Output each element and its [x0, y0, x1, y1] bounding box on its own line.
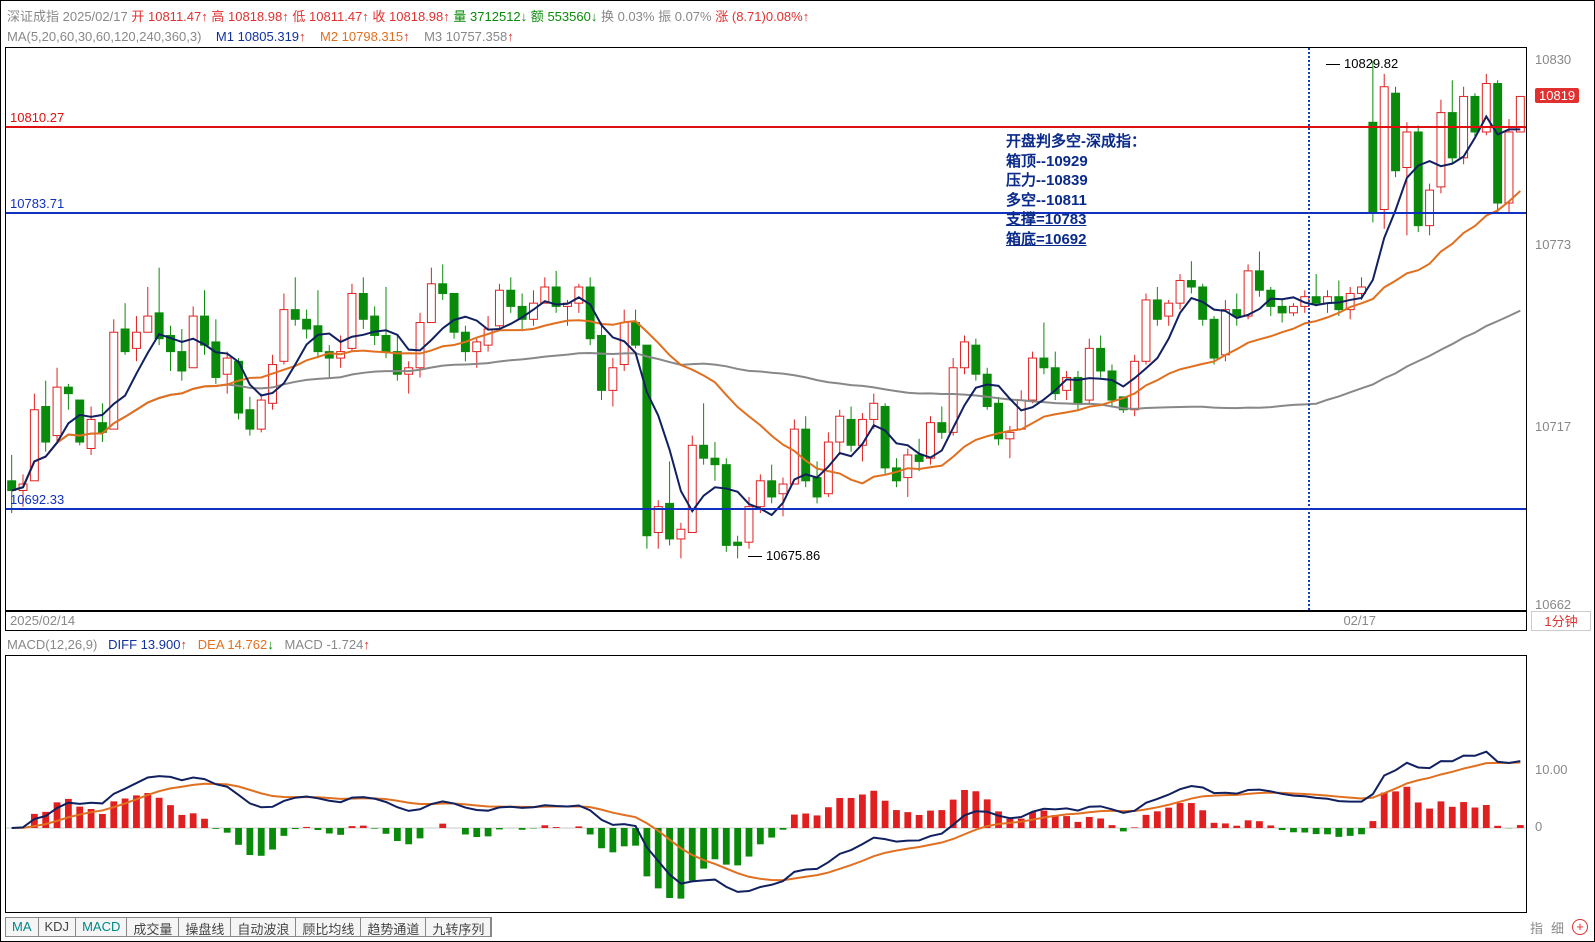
macd-chart-svg	[6, 656, 1526, 912]
m1-value: 10805.319	[238, 29, 306, 44]
price-axis-tick: 10830	[1535, 52, 1571, 67]
low-value: 10811.47	[309, 9, 369, 24]
chart-header: 深证成指 2025/02/17 开 10811.47 高 10818.98 低 …	[7, 7, 1588, 47]
label-zhi[interactable]: 指	[1530, 918, 1543, 937]
header-date: 2025/02/17	[63, 9, 128, 24]
macd-params: MACD(12,26,9)	[7, 637, 97, 652]
change-label: 涨	[715, 9, 728, 24]
diff-value: 13.900	[141, 637, 187, 652]
horizontal-level-label: 10810.27	[10, 110, 64, 125]
turnover-label: 换	[601, 9, 614, 24]
main-price-chart[interactable]: 10810.27 10783.71 10692.33 开盘判多空-深成指：箱顶--1…	[5, 47, 1527, 611]
macd-axis-tick: 10.00	[1535, 762, 1568, 777]
horizontal-level-label: 10692.33	[10, 492, 64, 507]
price-axis-tick: 10773	[1535, 237, 1571, 252]
amount-label: 额	[531, 9, 544, 24]
price-axis-tick: 10819	[1535, 88, 1579, 103]
indicator-tab[interactable]: MACD	[76, 918, 127, 936]
peak-price-label: 10829.82	[1344, 56, 1398, 71]
volume-value: 3712512	[470, 9, 527, 24]
indicator-tab[interactable]: 顾比均线	[296, 918, 361, 936]
low-label: 低	[292, 9, 305, 24]
indicator-tab[interactable]: 操盘线	[179, 918, 231, 936]
open-label: 开	[131, 9, 144, 24]
indicator-tab[interactable]: 自动波浪	[231, 918, 296, 936]
m1-label: M1	[216, 29, 234, 44]
macd-indicator-chart[interactable]	[5, 655, 1527, 913]
label-xi[interactable]: 细	[1551, 918, 1564, 937]
dea-label: DEA	[198, 637, 224, 652]
amount-value: 553560	[547, 9, 597, 24]
macd-header: MACD(12,26,9) DIFF 13.900 DEA 14.762 MAC…	[7, 637, 370, 652]
analysis-annotation-box: 开盘判多空-深成指：箱顶--10929压力--10839多空--10811支撑=…	[1006, 132, 1146, 249]
amplitude-label: 振	[658, 9, 671, 24]
m2-label: M2	[320, 29, 338, 44]
indicator-tab[interactable]: KDJ	[39, 918, 77, 936]
indicator-tab[interactable]: 九转序列	[426, 918, 491, 936]
price-chart-svg	[6, 48, 1526, 610]
price-y-axis: 10830 10819 10773 10717 10662	[1531, 47, 1591, 611]
horizontal-level-line	[6, 508, 1526, 510]
indicator-tab[interactable]: 成交量	[127, 918, 179, 936]
header-row-2: MA(5,20,60,30,60,120,240,360,3) M1 10805…	[7, 27, 1588, 47]
date-axis-bar: 2025/02/14 02/17	[5, 611, 1527, 631]
macd-axis-tick: 0	[1535, 819, 1542, 834]
close-label: 收	[372, 9, 385, 24]
header-row-1: 深证成指 2025/02/17 开 10811.47 高 10818.98 低 …	[7, 7, 1588, 27]
session-divider-line	[1308, 48, 1310, 610]
price-axis-tick: 10717	[1535, 419, 1571, 434]
m3-label: M3	[424, 29, 442, 44]
diff-label: DIFF	[108, 637, 137, 652]
macd-value: -1.724	[326, 637, 369, 652]
macd-y-axis: 10.00 0	[1531, 655, 1591, 913]
add-indicator-button[interactable]: +	[1572, 919, 1588, 935]
price-axis-tick: 10662	[1535, 597, 1571, 612]
trough-price-label: 10675.86	[766, 548, 820, 563]
timeframe-selector[interactable]: 1分钟	[1531, 611, 1591, 631]
date-axis-right: 02/17	[1343, 612, 1376, 630]
horizontal-level-label: 10783.71	[10, 196, 64, 211]
dea-value: 14.762	[227, 637, 273, 652]
indicator-tabs: MAKDJMACD成交量操盘线自动波浪顾比均线趋势通道九转序列	[5, 917, 492, 937]
macd-label: MACD	[285, 637, 323, 652]
horizontal-level-line	[6, 212, 1526, 214]
ma-params: MA(5,20,60,30,60,120,240,360,3)	[7, 29, 201, 44]
close-value: 10818.98	[389, 9, 450, 24]
indicator-tab[interactable]: MA	[6, 918, 39, 936]
volume-label: 量	[453, 9, 466, 24]
m2-value: 10798.315	[342, 29, 410, 44]
change-value: (8.71)0.08%	[732, 9, 809, 24]
high-label: 高	[211, 9, 224, 24]
turnover-value: 0.03%	[618, 9, 655, 24]
m3-value: 10757.358	[446, 29, 514, 44]
bottom-right-controls: 指 细 +	[1530, 917, 1588, 937]
open-value: 10811.47	[148, 9, 208, 24]
amplitude-value: 0.07%	[675, 9, 712, 24]
symbol-name: 深证成指	[7, 9, 59, 24]
indicator-tab[interactable]: 趋势通道	[361, 918, 426, 936]
horizontal-level-line	[6, 126, 1526, 128]
date-axis-left: 2025/02/14	[10, 613, 75, 628]
high-value: 10818.98	[228, 9, 289, 24]
